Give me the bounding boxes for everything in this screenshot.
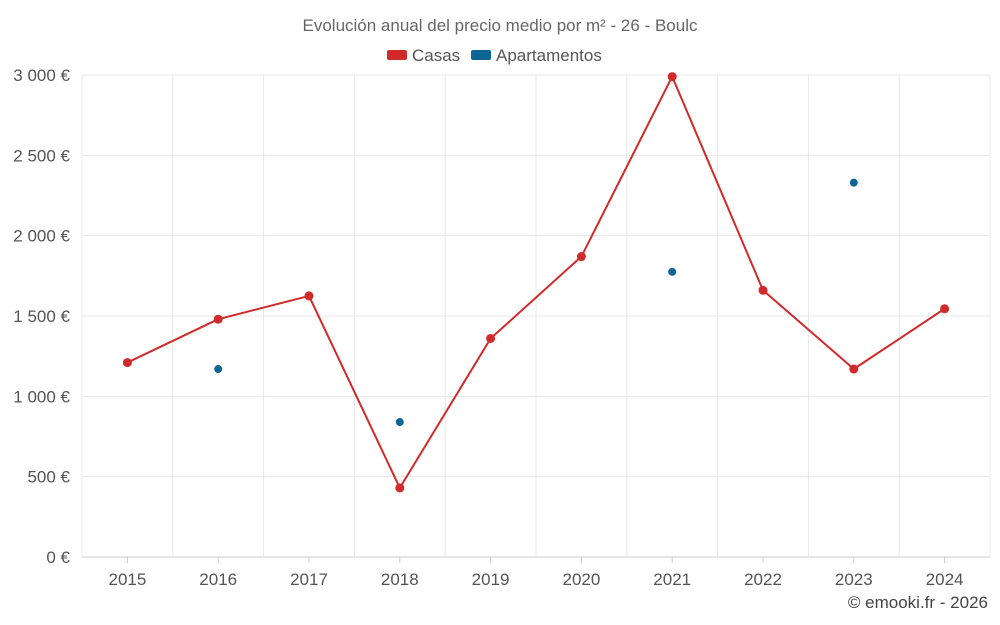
y-tick-label: 3 000 €: [13, 66, 70, 85]
y-tick-label: 1 500 €: [13, 307, 70, 326]
x-axis: 2015 2016 2017 2018 2019 2020 2021 2022 2023 2024: [108, 557, 964, 589]
y-tick-label: 2 000 €: [13, 227, 70, 246]
legend-swatch-apartamentos: [471, 50, 491, 60]
data-point-apartamentos[interactable]: [849, 178, 858, 187]
data-point-casas[interactable]: [576, 252, 586, 262]
x-tick-label: 2019: [472, 570, 510, 589]
series-casas: [122, 72, 950, 493]
legend-label-apartamentos: Apartamentos: [496, 46, 602, 65]
grid: [81, 74, 991, 558]
data-point-casas[interactable]: [940, 304, 950, 314]
x-tick-label: 2023: [835, 570, 873, 589]
x-tick-label: 2018: [381, 570, 419, 589]
chart-title: Evolución anual del precio medio por m² …: [303, 16, 698, 35]
data-point-casas[interactable]: [849, 364, 859, 374]
y-tick-label: 2 500 €: [13, 146, 70, 165]
x-tick-label: 2017: [290, 570, 328, 589]
x-tick-label: 2020: [562, 570, 600, 589]
credit: © emooki.fr - 2026: [847, 593, 988, 612]
x-tick-label: 2021: [653, 570, 691, 589]
series-apartamentos: [214, 178, 858, 427]
data-point-casas[interactable]: [122, 358, 132, 368]
x-tick-label: 2022: [744, 570, 782, 589]
y-tick-label: 0 €: [46, 548, 70, 567]
data-point-casas[interactable]: [304, 291, 314, 301]
data-point-casas[interactable]: [667, 72, 677, 82]
data-point-casas[interactable]: [213, 314, 223, 324]
x-tick-label: 2016: [199, 570, 237, 589]
series-line-casas: [126, 75, 946, 489]
data-point-casas[interactable]: [486, 333, 496, 343]
y-axis: 0 € 500 € 1 000 € 1 500 € 2 000 € 2 500 € 3 00…: [13, 66, 70, 567]
data-point-apartamentos[interactable]: [668, 267, 677, 276]
legend-swatch-casas: [387, 50, 407, 60]
legend: Casas Apartamentos: [387, 46, 602, 65]
data-point-apartamentos[interactable]: [395, 418, 404, 427]
x-tick-label: 2024: [926, 570, 964, 589]
legend-item-apartamentos[interactable]: Apartamentos: [471, 46, 602, 65]
data-point-casas[interactable]: [758, 285, 768, 295]
legend-label-casas: Casas: [412, 46, 460, 65]
y-tick-label: 1 000 €: [13, 387, 70, 406]
x-tick-label: 2015: [108, 570, 146, 589]
data-point-casas[interactable]: [395, 483, 405, 493]
y-tick-label: 500 €: [27, 468, 70, 487]
data-point-apartamentos[interactable]: [214, 365, 223, 374]
legend-item-casas[interactable]: Casas: [387, 46, 460, 65]
